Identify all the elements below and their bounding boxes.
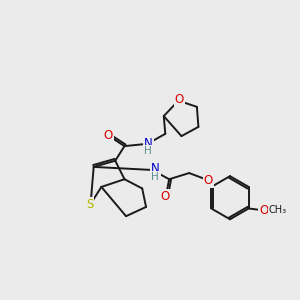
- Text: CH₃: CH₃: [269, 205, 287, 215]
- Text: H: H: [152, 172, 159, 182]
- Text: O: O: [104, 129, 113, 142]
- Text: N: N: [144, 136, 153, 149]
- Text: N: N: [151, 162, 160, 175]
- Text: O: O: [260, 203, 269, 217]
- Text: O: O: [204, 174, 213, 187]
- Text: O: O: [160, 190, 169, 203]
- Text: O: O: [175, 93, 184, 106]
- Text: S: S: [86, 198, 94, 211]
- Text: H: H: [145, 146, 152, 156]
